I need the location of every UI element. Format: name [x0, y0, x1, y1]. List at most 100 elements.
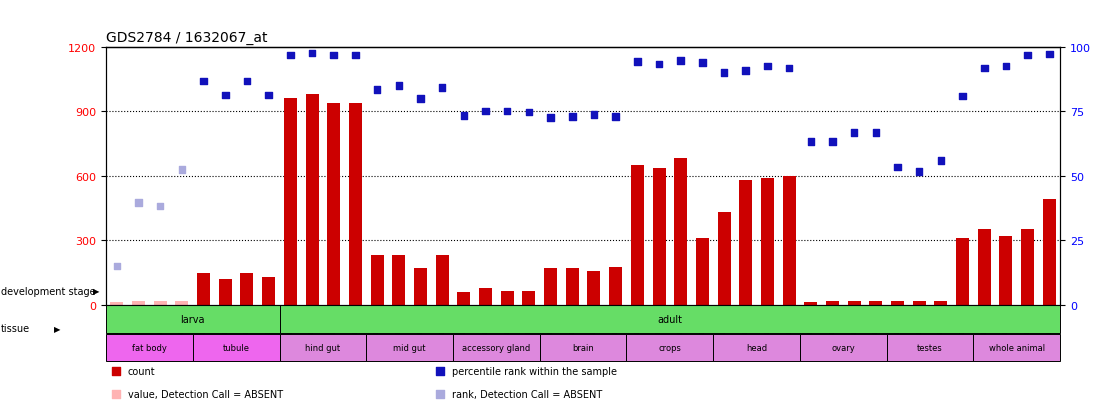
- Bar: [674, 159, 687, 305]
- Bar: [522, 291, 536, 305]
- Bar: [653, 169, 665, 305]
- Bar: [393, 256, 405, 305]
- Point: [607, 114, 625, 121]
- Text: percentile rank within the sample: percentile rank within the sample: [452, 366, 617, 376]
- Text: head: head: [745, 343, 767, 352]
- Bar: [1042, 200, 1056, 305]
- Point: [867, 130, 885, 137]
- Bar: [283, 99, 297, 305]
- Point: [759, 64, 777, 70]
- Point: [431, 368, 449, 374]
- Point: [304, 51, 321, 57]
- Text: count: count: [128, 366, 155, 376]
- Bar: [279, 334, 366, 361]
- Text: tubule: tubule: [222, 343, 250, 352]
- Bar: [545, 268, 557, 305]
- Bar: [626, 334, 713, 361]
- Point: [888, 164, 906, 171]
- Point: [498, 109, 516, 115]
- Text: ▶: ▶: [93, 287, 99, 296]
- Point: [1019, 53, 1037, 59]
- Bar: [175, 301, 189, 305]
- Text: GDS2784 / 1632067_at: GDS2784 / 1632067_at: [106, 31, 268, 45]
- Point: [520, 110, 538, 116]
- Bar: [262, 277, 276, 305]
- Bar: [805, 302, 817, 305]
- Point: [651, 62, 668, 68]
- Bar: [453, 334, 540, 361]
- Point: [541, 115, 559, 122]
- Bar: [978, 230, 991, 305]
- Text: crops: crops: [658, 343, 681, 352]
- Bar: [718, 213, 731, 305]
- Bar: [349, 103, 362, 305]
- Text: whole animal: whole animal: [989, 343, 1045, 352]
- Bar: [240, 273, 253, 305]
- Bar: [219, 279, 232, 305]
- Point: [1040, 52, 1058, 58]
- Point: [389, 83, 407, 90]
- Bar: [761, 178, 775, 305]
- Text: larva: larva: [181, 314, 205, 324]
- Text: accessory gland: accessory gland: [462, 343, 530, 352]
- Point: [107, 390, 125, 397]
- Text: ▶: ▶: [54, 324, 60, 333]
- Bar: [132, 301, 145, 305]
- Bar: [934, 301, 947, 305]
- Point: [433, 85, 451, 92]
- Bar: [1000, 236, 1012, 305]
- Bar: [106, 306, 279, 333]
- Text: brain: brain: [573, 343, 594, 352]
- Bar: [106, 334, 193, 361]
- Bar: [501, 291, 513, 305]
- Point: [238, 78, 256, 85]
- Bar: [913, 301, 926, 305]
- Bar: [631, 166, 644, 305]
- Bar: [713, 334, 800, 361]
- Point: [802, 139, 820, 145]
- Text: rank, Detection Call = ABSENT: rank, Detection Call = ABSENT: [452, 389, 603, 399]
- Point: [129, 200, 147, 206]
- Bar: [327, 103, 340, 305]
- Point: [260, 93, 278, 99]
- Bar: [366, 334, 453, 361]
- Point: [585, 112, 603, 119]
- Point: [693, 60, 711, 67]
- Point: [325, 53, 343, 59]
- Bar: [566, 268, 579, 305]
- Point: [455, 113, 473, 119]
- Bar: [371, 256, 384, 305]
- Point: [824, 139, 841, 145]
- Point: [911, 169, 929, 175]
- Point: [780, 66, 798, 72]
- Bar: [956, 239, 969, 305]
- Text: adult: adult: [657, 314, 682, 324]
- Text: value, Detection Call = ABSENT: value, Detection Call = ABSENT: [128, 389, 283, 399]
- Bar: [458, 292, 470, 305]
- Bar: [154, 301, 166, 305]
- Bar: [826, 301, 839, 305]
- Point: [477, 109, 494, 115]
- Point: [954, 94, 972, 100]
- Bar: [891, 301, 904, 305]
- Point: [346, 53, 364, 59]
- Text: testes: testes: [917, 343, 943, 352]
- Bar: [609, 268, 622, 305]
- Bar: [696, 239, 709, 305]
- Point: [715, 70, 733, 76]
- Text: ovary: ovary: [831, 343, 855, 352]
- Point: [173, 166, 191, 173]
- Bar: [869, 301, 883, 305]
- Point: [107, 368, 125, 374]
- Bar: [587, 272, 600, 305]
- Text: development stage: development stage: [1, 286, 96, 296]
- Bar: [110, 302, 124, 305]
- Point: [281, 53, 299, 59]
- Point: [431, 390, 449, 397]
- Point: [412, 96, 430, 102]
- Point: [932, 158, 950, 164]
- Bar: [279, 306, 1060, 333]
- Bar: [540, 334, 626, 361]
- Point: [217, 93, 234, 99]
- Bar: [198, 273, 210, 305]
